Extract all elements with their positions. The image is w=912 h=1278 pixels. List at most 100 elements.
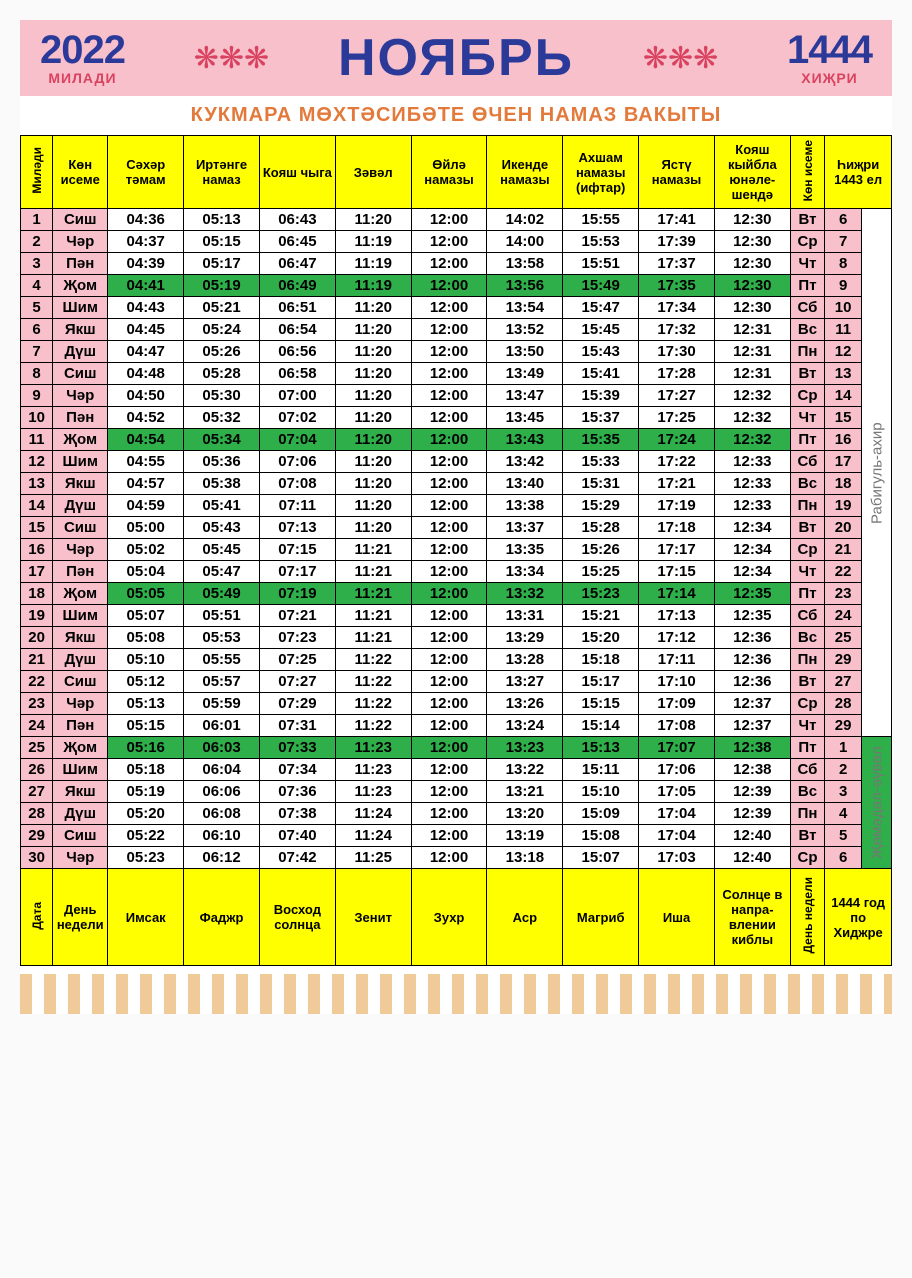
cell: 12:32 [714, 429, 790, 451]
cell: 05:23 [108, 847, 184, 869]
cell: 11:21 [335, 605, 411, 627]
cell: 13:27 [487, 671, 563, 693]
cell: 17:15 [639, 561, 715, 583]
cell: 11:20 [335, 517, 411, 539]
cell: 11:19 [335, 275, 411, 297]
cell: 12:00 [411, 671, 487, 693]
cell: 10 [21, 407, 53, 429]
col-header: Көн исеме [53, 136, 108, 209]
cell: 13:40 [487, 473, 563, 495]
cell: 15:51 [563, 253, 639, 275]
cell: 17 [825, 451, 862, 473]
cell: 13 [825, 363, 862, 385]
cell: 17:09 [639, 693, 715, 715]
cell: 07:13 [259, 517, 335, 539]
bottom-ornament [20, 974, 892, 1014]
cell: 12:00 [411, 803, 487, 825]
cell: Вс [790, 473, 824, 495]
cell: 11:19 [335, 253, 411, 275]
cell: 12:00 [411, 275, 487, 297]
cell: Чт [790, 253, 824, 275]
cell: 04:36 [108, 209, 184, 231]
cell: 11 [21, 429, 53, 451]
cell: 11:22 [335, 715, 411, 737]
cell: 05:04 [108, 561, 184, 583]
cell: 12:39 [714, 803, 790, 825]
cell: 15:23 [563, 583, 639, 605]
cell: 12:33 [714, 495, 790, 517]
cell: 11:21 [335, 561, 411, 583]
cell: 4 [825, 803, 862, 825]
cell: 15:21 [563, 605, 639, 627]
cell: 24 [21, 715, 53, 737]
banner: 2022 МИЛАДИ ❋❋❋ НОЯБРЬ ❋❋❋ 1444 ХИҖРИ [20, 20, 892, 96]
cell: 12:00 [411, 693, 487, 715]
cell: 07:08 [259, 473, 335, 495]
cell: Чт [790, 561, 824, 583]
cell: 17:07 [639, 737, 715, 759]
cell: 07:11 [259, 495, 335, 517]
cell: 15:39 [563, 385, 639, 407]
cell: Шим [53, 605, 108, 627]
cell: 11:23 [335, 781, 411, 803]
cell: 05:43 [184, 517, 260, 539]
cell: 5 [825, 825, 862, 847]
cell: 13:24 [487, 715, 563, 737]
cell: 12 [21, 451, 53, 473]
cell: 13:29 [487, 627, 563, 649]
cell: Сиш [53, 517, 108, 539]
cell: 04:43 [108, 297, 184, 319]
cell: 7 [21, 341, 53, 363]
cell: 12:38 [714, 759, 790, 781]
cell: 05:02 [108, 539, 184, 561]
cell: 21 [825, 539, 862, 561]
cell: 14 [825, 385, 862, 407]
cell: Пән [53, 561, 108, 583]
cell: 13:23 [487, 737, 563, 759]
cell: 12:34 [714, 561, 790, 583]
cell: 12:32 [714, 385, 790, 407]
cell: 12:00 [411, 517, 487, 539]
col-footer: Зенит [335, 869, 411, 966]
cell: 17:13 [639, 605, 715, 627]
cell: 28 [21, 803, 53, 825]
cell: Якш [53, 627, 108, 649]
cell: 12:00 [411, 649, 487, 671]
cell: 13:38 [487, 495, 563, 517]
cell: 12:00 [411, 319, 487, 341]
cell: 13:19 [487, 825, 563, 847]
cell: 3 [21, 253, 53, 275]
cell: 05:57 [184, 671, 260, 693]
cell: Пн [790, 803, 824, 825]
cell: 11:22 [335, 649, 411, 671]
cell: Пт [790, 737, 824, 759]
cell: 15:26 [563, 539, 639, 561]
cell: 17:03 [639, 847, 715, 869]
cell: 12:00 [411, 231, 487, 253]
col-header: Зәвәл [335, 136, 411, 209]
cell: 12:36 [714, 671, 790, 693]
cell: 07:21 [259, 605, 335, 627]
cell: Дүш [53, 803, 108, 825]
cell: 11:20 [335, 209, 411, 231]
cell: 12:00 [411, 363, 487, 385]
cell: 19 [825, 495, 862, 517]
cell: 15:07 [563, 847, 639, 869]
cell: 13:42 [487, 451, 563, 473]
cell: 17:35 [639, 275, 715, 297]
cell: 1 [825, 737, 862, 759]
cell: 05:17 [184, 253, 260, 275]
cell: Җом [53, 737, 108, 759]
cell: 11:23 [335, 759, 411, 781]
col-header: Сәхәр тәмам [108, 136, 184, 209]
col-footer: Фаджр [184, 869, 260, 966]
cell: 04:48 [108, 363, 184, 385]
table-row: 2Чәр04:3705:1506:4511:1912:0014:0015:531… [21, 231, 892, 253]
cell: Якш [53, 781, 108, 803]
hijri-month-label: Рабигуль-ахир [862, 209, 892, 737]
cell: 12:35 [714, 583, 790, 605]
month-title: НОЯБРЬ [338, 28, 574, 88]
cell: 11:24 [335, 803, 411, 825]
cell: 12:33 [714, 473, 790, 495]
cell: 12:36 [714, 649, 790, 671]
